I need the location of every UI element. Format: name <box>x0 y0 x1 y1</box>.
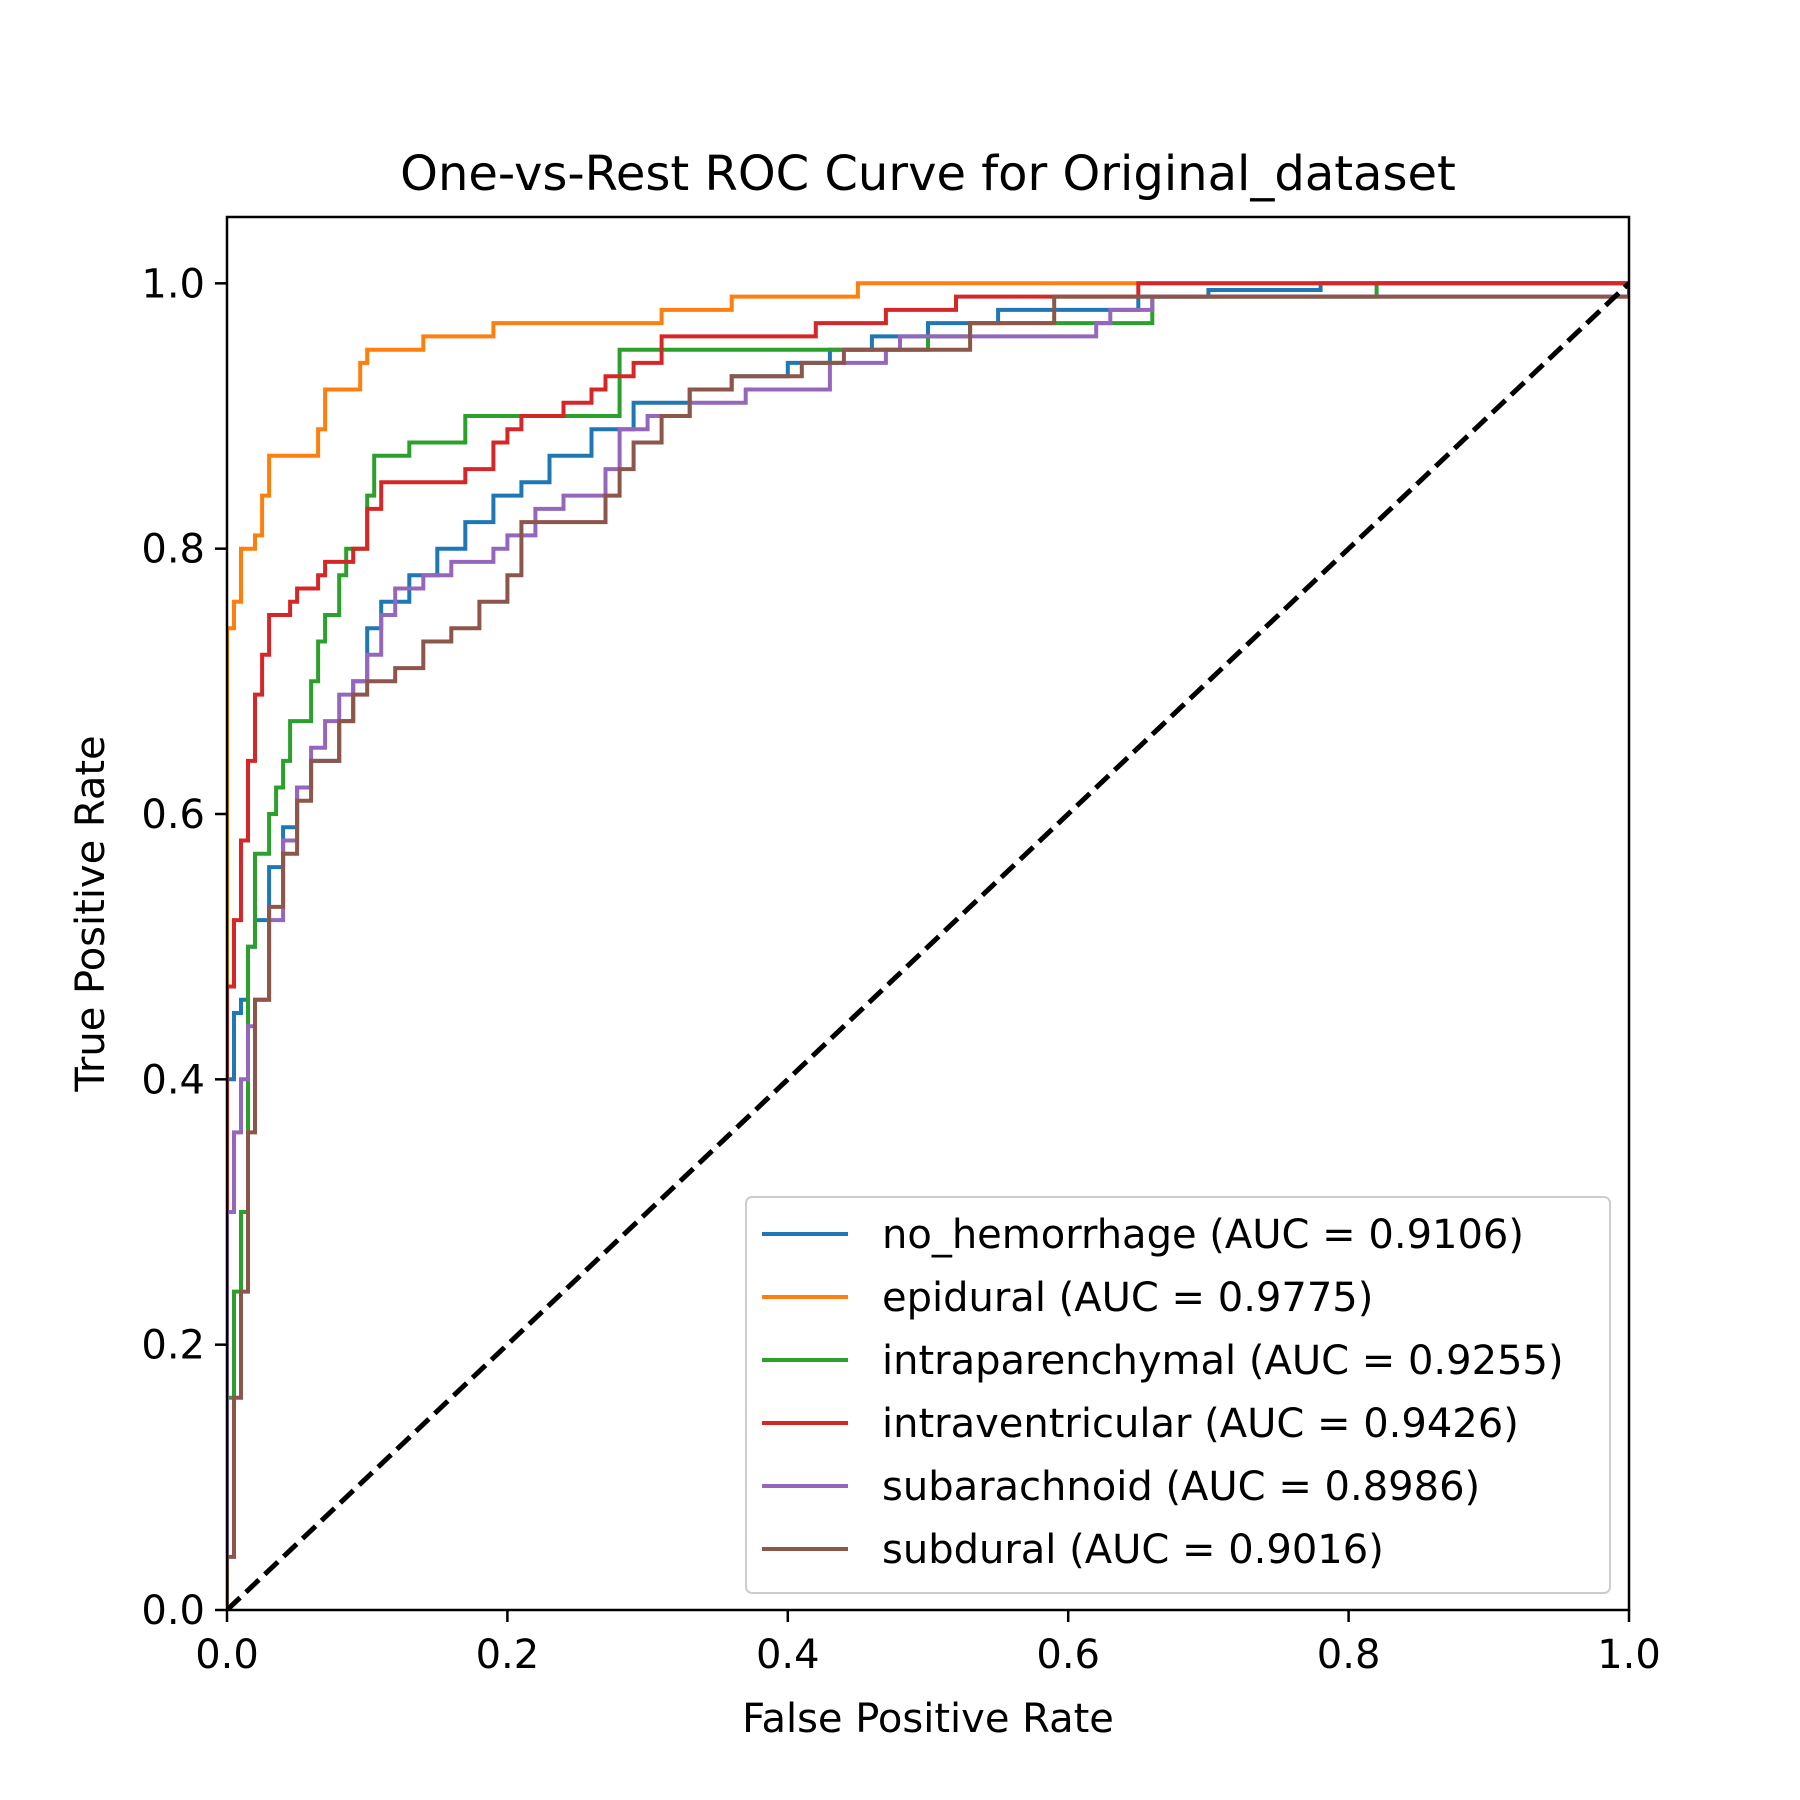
series-line-0 <box>227 281 1629 1610</box>
y-tick-label: 0.4 <box>141 1057 205 1103</box>
x-tick-label: 0.0 <box>195 1632 259 1678</box>
legend-entry-5: subdural (AUC = 0.9016) <box>882 1527 1384 1573</box>
legend-entry-2: intraparenchymal (AUC = 0.9255) <box>882 1338 1564 1384</box>
x-tick-label: 1.0 <box>1597 1632 1661 1678</box>
chart-title: One-vs-Rest ROC Curve for Original_datas… <box>400 146 1456 202</box>
x-axis-label: False Positive Rate <box>742 1696 1114 1742</box>
axes: 0.0 0.2 0.4 0.6 0.8 1.0 0.0 0.2 0.4 0.6 0.8 1.0 <box>141 215 1661 1678</box>
plot-area <box>227 281 1629 1610</box>
plot-frame <box>225 215 1631 1612</box>
legend-entry-0: no_hemorrhage (AUC = 0.9106) <box>882 1212 1524 1258</box>
series-line-5 <box>227 283 1629 1610</box>
legend-entry-3: intraventricular (AUC = 0.9426) <box>882 1401 1519 1447</box>
y-tick-label: 0.2 <box>141 1323 205 1369</box>
x-tick-label: 0.2 <box>476 1632 540 1678</box>
series-line-3 <box>227 281 1629 1610</box>
y-tick-label: 0.8 <box>141 527 205 573</box>
x-tick-label: 0.8 <box>1317 1632 1381 1678</box>
series-line-1 <box>227 281 1629 1610</box>
legend: no_hemorrhage (AUC = 0.9106) epidural (AU… <box>745 1196 1611 1594</box>
reference-diagonal-line <box>227 281 1629 1610</box>
y-axis-label: True Positive Rate <box>68 735 114 1092</box>
x-tick-label: 0.6 <box>1036 1632 1100 1678</box>
x-tick-label: 0.4 <box>756 1632 820 1678</box>
legend-entry-1: epidural (AUC = 0.9775) <box>882 1275 1373 1321</box>
y-tick-label: 0.6 <box>141 792 205 838</box>
y-tick-label: 1.0 <box>141 261 205 307</box>
y-tick-label: 0.0 <box>141 1588 205 1634</box>
legend-entry-4: subarachnoid (AUC = 0.8986) <box>882 1464 1480 1510</box>
legend-box <box>745 1196 1611 1594</box>
